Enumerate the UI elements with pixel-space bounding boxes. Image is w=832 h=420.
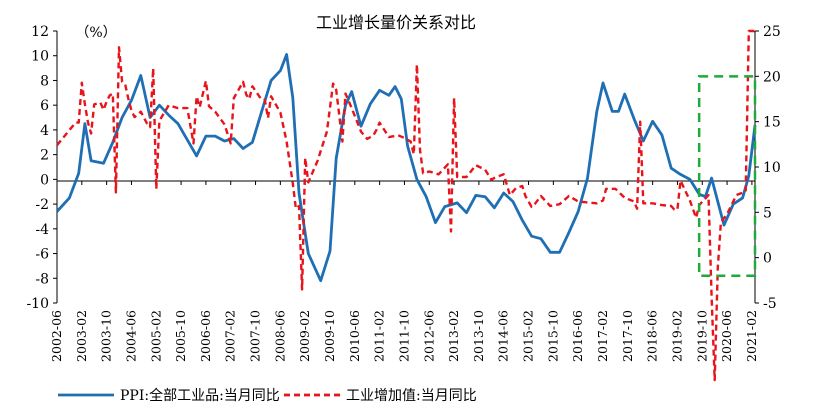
x-tick-label: 2012-06 bbox=[421, 310, 436, 362]
series-line-1 bbox=[55, 53, 757, 283]
x-tick-label: 2021-02 bbox=[744, 310, 759, 362]
right-tick-label: 0 bbox=[763, 251, 772, 267]
x-tick-label: 2011-10 bbox=[396, 310, 411, 362]
left-tick-label: 8 bbox=[40, 73, 49, 89]
x-tick-label: 2019-10 bbox=[694, 310, 709, 362]
x-tick-label: 2018-06 bbox=[645, 310, 660, 362]
x-tick-label: 2009-10 bbox=[322, 310, 337, 362]
x-tick-label: 2008-06 bbox=[272, 310, 287, 362]
right-tick-label: -5 bbox=[763, 296, 777, 312]
x-tick-label: 2011-02 bbox=[372, 310, 387, 362]
legend: PPI:全部工业品:当月同比 工业增加值:当月同比 bbox=[58, 387, 477, 404]
x-tick-label: 2017-02 bbox=[595, 310, 610, 362]
x-tick-label: 2003-02 bbox=[74, 310, 89, 362]
highlight-group bbox=[697, 75, 757, 278]
chart-title: 工业增长量价关系对比 bbox=[316, 13, 476, 32]
right-tick-label: 5 bbox=[763, 205, 772, 221]
x-tick-label: 2013-02 bbox=[446, 310, 461, 362]
left-tick-label: 12 bbox=[31, 24, 49, 40]
series-line-2 bbox=[56, 29, 755, 382]
right-tick-label: 10 bbox=[763, 160, 781, 176]
x-tick-label: 2005-02 bbox=[148, 310, 163, 362]
axes-group: -10 -8 -6 -4 -2 0 2 4 6 8 10 12 -5 0 5 10 15 20 25 2002-06 2… bbox=[26, 24, 780, 362]
left-tick-label: 0 bbox=[40, 172, 49, 188]
right-tick-label: 20 bbox=[763, 69, 781, 85]
left-axis-unit: （%） bbox=[75, 25, 116, 41]
x-tick-label: 2009-02 bbox=[297, 310, 312, 362]
x-tick-label: 2003-10 bbox=[99, 310, 114, 362]
x-tick-label: 2004-06 bbox=[123, 310, 138, 362]
x-tick-label: 2020-06 bbox=[719, 310, 734, 362]
left-tick-label: -8 bbox=[35, 271, 49, 287]
x-tick-label: 2014-06 bbox=[496, 310, 511, 362]
left-tick-label: 4 bbox=[40, 123, 49, 139]
x-tick-label: 2007-10 bbox=[248, 310, 263, 362]
x-tick-label: 2006-06 bbox=[198, 310, 213, 362]
x-tick-label: 2016-06 bbox=[570, 310, 585, 362]
right-tick-label: 25 bbox=[763, 24, 781, 40]
x-tick-label: 2002-06 bbox=[49, 310, 64, 362]
left-tick-label: 6 bbox=[40, 98, 49, 114]
x-tick-label: 2010-06 bbox=[347, 310, 362, 362]
left-tick-label: -6 bbox=[35, 247, 49, 263]
x-tick-label: 2015-10 bbox=[545, 310, 560, 362]
left-tick-label: -2 bbox=[35, 197, 49, 213]
left-tick-label: 10 bbox=[31, 49, 49, 65]
legend-label-1: PPI:全部工业品:当月同比 bbox=[120, 387, 280, 404]
legend-label-2: 工业增加值:当月同比 bbox=[346, 388, 477, 404]
series-group bbox=[55, 29, 757, 382]
x-tick-label: 2017-10 bbox=[620, 310, 635, 362]
x-tick-label: 2005-10 bbox=[173, 310, 188, 362]
x-tick-label: 2015-02 bbox=[521, 310, 536, 362]
left-tick-label: -4 bbox=[35, 222, 49, 238]
right-tick-label: 15 bbox=[763, 115, 781, 131]
left-tick-label: -10 bbox=[26, 296, 49, 312]
left-tick-label: 2 bbox=[40, 148, 49, 164]
x-tick-label: 2007-02 bbox=[223, 310, 238, 362]
x-tick-label: 2013-10 bbox=[471, 310, 486, 362]
x-tick-label: 2019-02 bbox=[669, 310, 684, 362]
highlight-box bbox=[697, 75, 757, 278]
